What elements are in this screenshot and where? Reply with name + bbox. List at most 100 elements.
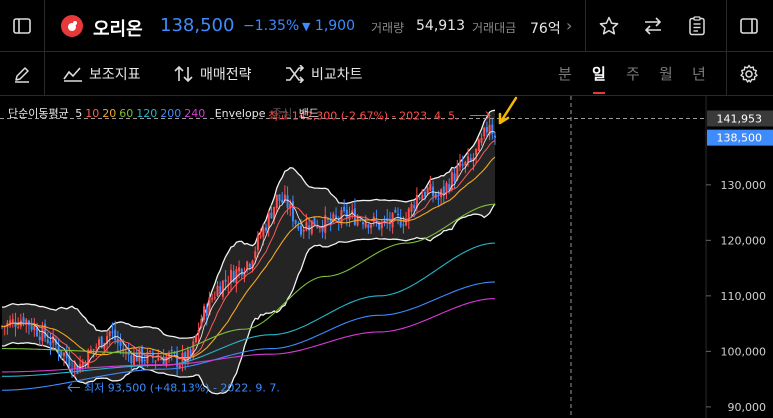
sidebar-left-icon <box>13 18 31 34</box>
candle <box>475 148 478 164</box>
candle <box>219 281 222 295</box>
envelope-mid-legend: 중심 <box>271 107 293 120</box>
candle <box>281 192 284 204</box>
candle <box>275 194 278 213</box>
indicator-legend[interactable]: 단순이동평균 5 10 20 60 120 200 240 Envelope 중심 밴드 <box>8 105 322 121</box>
candle <box>186 346 189 366</box>
gear-icon <box>740 64 758 83</box>
candle <box>429 175 432 192</box>
candle <box>243 267 246 283</box>
stock-price: 138,500 <box>160 15 235 36</box>
candle <box>71 361 74 378</box>
y-tick-label: 100,000 <box>721 345 767 358</box>
candle <box>114 320 117 345</box>
envelope-legend: Envelope <box>214 107 266 120</box>
high-annotation: 최고 142,300 (-2.67%) - 2023. 4. 5. <box>268 110 459 123</box>
candle <box>11 313 14 328</box>
period-week[interactable]: 주 <box>626 65 640 83</box>
candle <box>418 196 421 201</box>
candle <box>405 211 408 227</box>
candle <box>456 159 459 182</box>
candle <box>343 199 346 213</box>
candle <box>216 281 219 298</box>
candle <box>38 329 41 347</box>
chevron-right-icon[interactable]: › <box>566 16 573 35</box>
stock-logo-icon <box>61 15 83 37</box>
candle <box>254 246 257 264</box>
pencil-icon <box>15 67 29 83</box>
period-month[interactable]: 월 <box>659 65 673 83</box>
volume-value: 54,913 <box>416 18 465 34</box>
candle <box>200 314 203 329</box>
low-arrow-icon <box>67 383 80 392</box>
y-tick-label: 120,000 <box>721 234 767 247</box>
candle <box>14 312 17 337</box>
ma-legend-name: 단순이동평균 <box>8 107 69 120</box>
candle <box>297 221 300 231</box>
candle <box>388 211 391 232</box>
change-percent: −1.35% <box>243 18 300 34</box>
ma-period-20: 20 <box>102 107 117 120</box>
envelope-upper-line <box>1 109 496 339</box>
y-tick-label: 90,000 <box>728 401 767 414</box>
candle <box>453 167 456 189</box>
candle <box>273 206 276 225</box>
draw-button[interactable] <box>0 52 44 96</box>
stock-header: 오리온 138,500 −1.35% ▼ 1,900 거래량 54,913 거래… <box>0 0 773 52</box>
candle <box>477 138 480 152</box>
candle <box>133 346 136 368</box>
candle <box>221 279 224 300</box>
candle <box>30 318 33 333</box>
candle <box>235 266 238 293</box>
strategy-button[interactable]: 매매전략 <box>174 64 252 84</box>
candle <box>143 353 146 365</box>
period-minute[interactable]: 분 <box>558 65 572 83</box>
ma240-line <box>1 298 496 373</box>
ma-period-240: 240 <box>184 107 206 120</box>
swap-button[interactable] <box>631 0 675 52</box>
candle <box>402 216 405 234</box>
change-value: ▼ 1,900 <box>302 18 356 34</box>
indicator-line-icon <box>63 67 82 82</box>
period-day[interactable]: 일 <box>592 65 606 83</box>
notes-button[interactable] <box>675 0 719 52</box>
ma200-line <box>1 281 496 391</box>
settings-button[interactable] <box>727 52 771 96</box>
indicator-button[interactable]: 보조지표 <box>63 64 141 84</box>
stock-name[interactable]: 오리온 <box>93 19 143 40</box>
candle <box>442 180 445 205</box>
amount-label: 거래대금 <box>472 21 517 35</box>
candle <box>421 189 424 200</box>
ma10-line <box>1 140 496 364</box>
candle <box>9 315 12 328</box>
candle <box>52 328 55 350</box>
ma-period-60: 60 <box>119 107 134 120</box>
candle <box>229 264 232 292</box>
candle <box>151 348 154 364</box>
candle <box>302 227 305 239</box>
ma-period-5: 5 <box>75 107 83 120</box>
right-panel-toggle-button[interactable] <box>727 0 771 52</box>
volume-label: 거래량 <box>371 21 405 35</box>
candle <box>81 358 84 373</box>
candle <box>62 351 65 366</box>
down-arrow-icon: ▼ <box>302 20 311 33</box>
compare-button[interactable]: 비교차트 <box>285 64 363 84</box>
favorite-button[interactable] <box>587 0 631 52</box>
high-arrow-icon <box>470 111 491 120</box>
candle <box>162 349 165 365</box>
price-chart[interactable]: 최고 142,300 (-2.67%) - 2023. 4. 5. 최저 93,5… <box>0 96 773 418</box>
low-annotation: 최저 93,500 (+48.13%) - 2022. 9. 7. <box>84 381 280 394</box>
candle <box>321 219 324 239</box>
candle <box>467 148 470 167</box>
period-year[interactable]: 년 <box>692 65 706 83</box>
candle <box>375 209 378 227</box>
candle <box>211 293 214 303</box>
candle <box>413 200 416 218</box>
candle <box>44 319 47 343</box>
sidebar-toggle-button[interactable] <box>0 0 44 52</box>
candle <box>426 185 429 196</box>
candle <box>130 350 133 373</box>
candle <box>25 318 28 333</box>
candle <box>337 216 340 231</box>
